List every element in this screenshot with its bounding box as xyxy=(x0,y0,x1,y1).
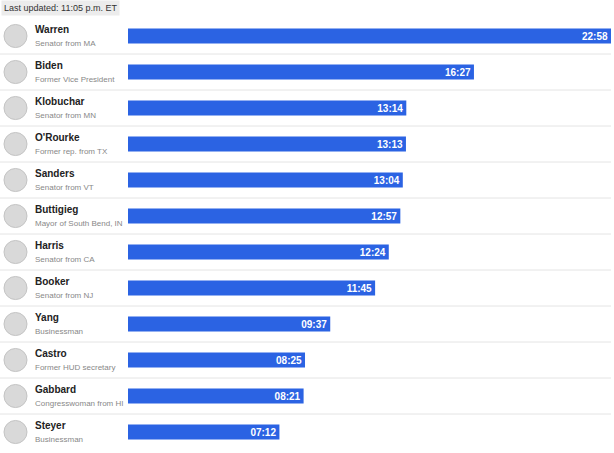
svg-text:16:27: 16:27 xyxy=(445,67,471,78)
svg-text:YangBusinessman: YangBusinessman xyxy=(35,312,83,336)
svg-text:ButtigiegMayor of South Bend,: ButtigiegMayor of South Bend, IN xyxy=(35,204,123,228)
svg-text:13:13: 13:13 xyxy=(377,139,403,150)
svg-text:11:45: 11:45 xyxy=(347,283,372,294)
svg-text:WarrenSenator from MA: WarrenSenator from MA xyxy=(35,24,96,48)
svg-text:CastroFormer HUD secretary: CastroFormer HUD secretary xyxy=(35,348,115,372)
svg-text:09:37: 09:37 xyxy=(301,319,327,330)
svg-text:KlobucharSenator from MN: KlobucharSenator from MN xyxy=(35,96,96,120)
svg-text:SandersSenator from VT: SandersSenator from VT xyxy=(35,168,94,192)
svg-text:08:25: 08:25 xyxy=(276,355,302,366)
svg-text:GabbardCongresswoman from HI: GabbardCongresswoman from HI xyxy=(35,384,123,408)
svg-text:HarrisSenator from CA: HarrisSenator from CA xyxy=(35,240,95,264)
svg-text:08:21: 08:21 xyxy=(275,391,301,402)
svg-text:07:12: 07:12 xyxy=(250,427,276,438)
svg-text:13:04: 13:04 xyxy=(374,175,400,186)
svg-text:22:58: 22:58 xyxy=(582,31,608,42)
svg-text:12:24: 12:24 xyxy=(360,247,386,258)
svg-text:BidenFormer Vice President: BidenFormer Vice President xyxy=(35,60,115,84)
svg-text:Last updated: 11:05 p.m. ET: Last updated: 11:05 p.m. ET xyxy=(4,3,117,13)
svg-text:12:57: 12:57 xyxy=(371,211,397,222)
svg-text:BookerSenator from NJ: BookerSenator from NJ xyxy=(35,276,93,300)
svg-text:SteyerBusinessman: SteyerBusinessman xyxy=(35,420,83,444)
svg-text:O'RourkeFormer rep. from TX: O'RourkeFormer rep. from TX xyxy=(35,132,108,156)
svg-text:13:14: 13:14 xyxy=(377,103,403,114)
